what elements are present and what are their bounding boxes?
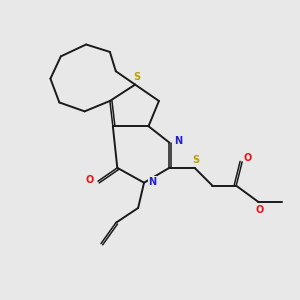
Text: N: N [174,136,182,146]
Text: N: N [148,177,156,187]
Text: O: O [85,175,94,185]
Text: O: O [243,153,252,163]
Text: S: S [192,155,199,165]
Text: S: S [133,72,140,82]
Text: O: O [255,205,263,215]
